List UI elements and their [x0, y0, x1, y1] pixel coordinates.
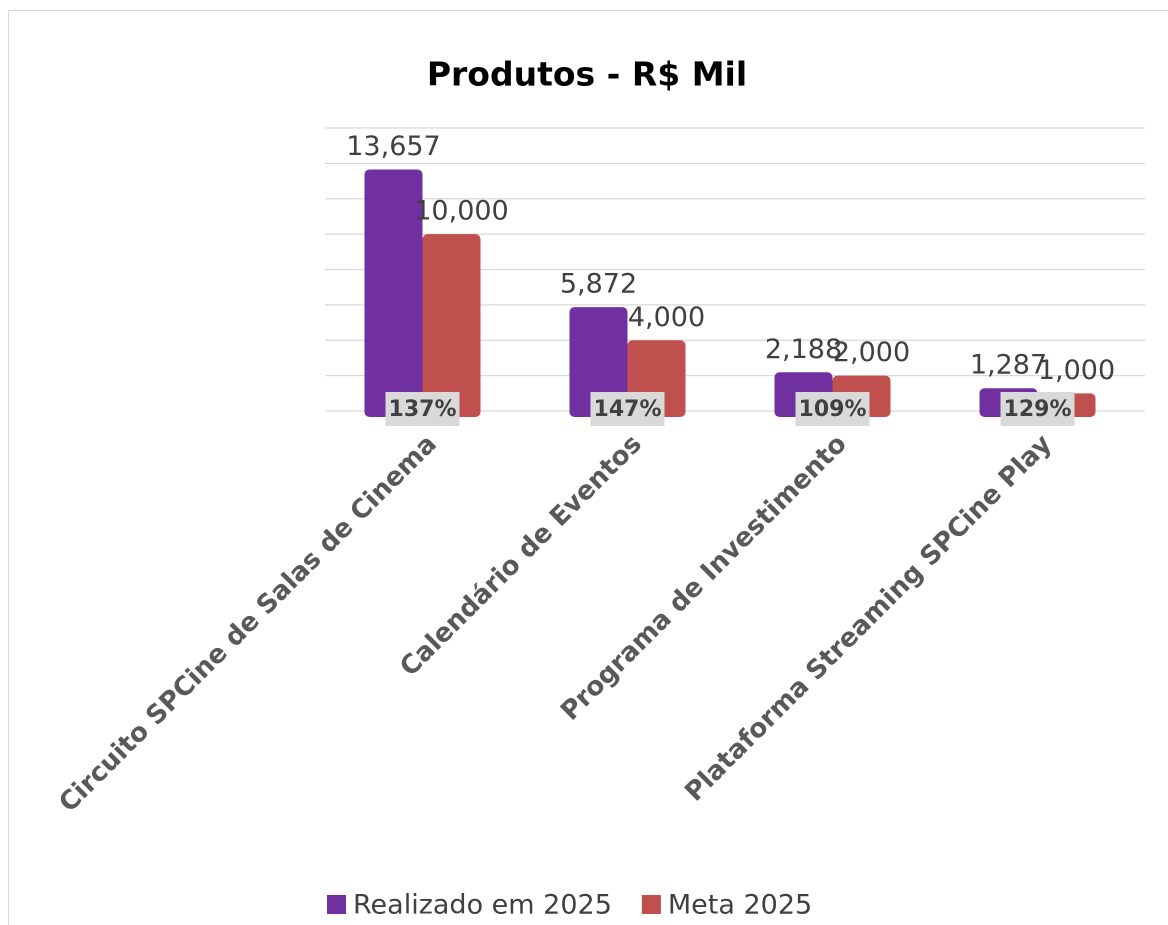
value-label: 1,000: [1038, 355, 1115, 386]
legend-label: Realizado em 2025: [353, 890, 612, 921]
legend-swatch: [327, 895, 346, 914]
chart-title: Produtos - R$ Mil: [427, 55, 747, 94]
annotation-box: [590, 392, 665, 426]
annotation: 147%: [594, 397, 662, 422]
annotation-box: [1000, 392, 1075, 426]
value-label: 2,000: [833, 337, 910, 368]
bar: [422, 234, 481, 417]
legend-swatch: [641, 895, 661, 914]
value-label: 2,188: [765, 334, 842, 365]
value-label: 4,000: [628, 302, 705, 333]
value-label: 10,000: [414, 196, 508, 227]
annotation: 129%: [1004, 397, 1072, 422]
annotation-box: [795, 392, 870, 426]
bar: [569, 307, 628, 417]
value-label: 13,657: [346, 131, 440, 162]
annotation: 109%: [799, 397, 867, 422]
value-label: 5,872: [560, 269, 637, 300]
value-label: 1,287: [970, 350, 1047, 381]
annotation: 137%: [389, 397, 457, 422]
bar: [364, 169, 423, 417]
legend-label: Meta 2025: [668, 890, 812, 921]
annotation-box: [385, 392, 460, 426]
